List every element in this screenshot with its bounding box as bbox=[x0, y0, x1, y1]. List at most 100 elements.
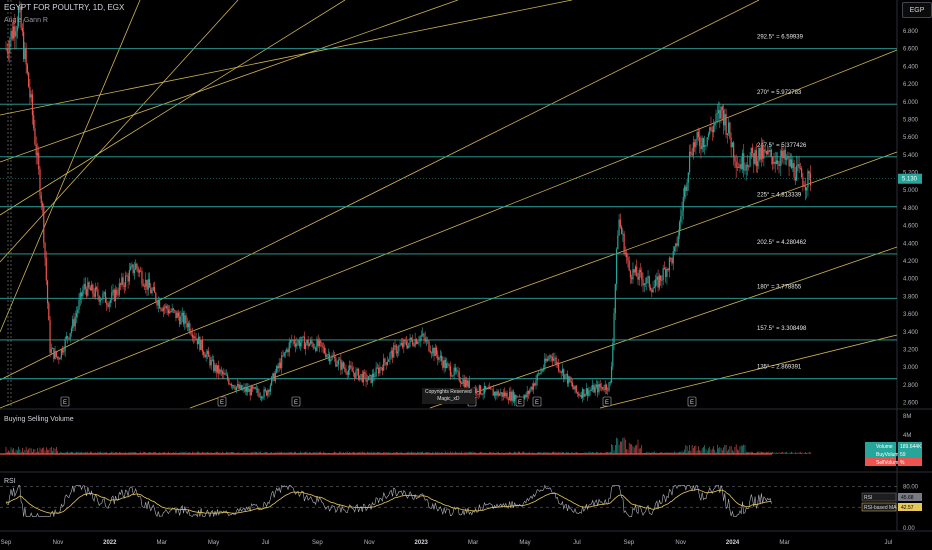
gann-fan-line bbox=[0, 49, 898, 409]
candle-body-down bbox=[433, 347, 435, 357]
candle-body-down bbox=[506, 392, 508, 400]
candle-body-down bbox=[160, 308, 162, 310]
rsi-legend-label: RSI-based MA bbox=[864, 505, 897, 511]
candle-body-down bbox=[507, 399, 509, 401]
candle-body-up bbox=[336, 364, 338, 367]
candle-body-up bbox=[677, 235, 679, 246]
candle-body-down bbox=[328, 354, 331, 362]
candle-body-down bbox=[569, 376, 571, 382]
candle-body-up bbox=[797, 164, 799, 166]
candle-body-down bbox=[224, 373, 226, 375]
candle-body-down bbox=[311, 340, 313, 344]
candle-body-down bbox=[481, 393, 483, 395]
candle-body-up bbox=[374, 376, 376, 378]
candle-body-down bbox=[560, 371, 562, 373]
candle-body-up bbox=[634, 266, 637, 273]
volume-legend-value-tag bbox=[898, 458, 922, 466]
candle-body-down bbox=[401, 342, 404, 348]
candle-body-up bbox=[305, 343, 307, 350]
candle-body-down bbox=[233, 385, 235, 388]
candle-body-down bbox=[430, 352, 433, 354]
symbol-title: EGYPT FOR POULTRY, 1D, EGX bbox=[4, 3, 125, 12]
candle-body-up bbox=[318, 340, 321, 347]
candle-body-down bbox=[437, 354, 439, 360]
volume-tick-label: 4M bbox=[903, 433, 911, 439]
currency-button[interactable]: EGP bbox=[902, 2, 932, 18]
candle-body-down bbox=[279, 362, 282, 368]
candle-body-down bbox=[725, 114, 727, 135]
candle-body-up bbox=[432, 347, 434, 354]
candle-body-down bbox=[428, 340, 430, 351]
candle-body-down bbox=[580, 394, 582, 398]
candle-body-down bbox=[257, 388, 259, 393]
price-tick-label: 5.000 bbox=[903, 188, 919, 194]
volume-legend-value-tag bbox=[898, 450, 922, 458]
candle-body-up bbox=[63, 350, 65, 353]
candle-body-down bbox=[746, 164, 749, 167]
candle-body-down bbox=[770, 149, 773, 157]
time-tick-label: 2023 bbox=[415, 540, 429, 546]
candle-body-up bbox=[330, 359, 332, 362]
candle-body-up bbox=[622, 233, 624, 235]
candle-body-down bbox=[753, 153, 755, 164]
price-tick-label: 4.600 bbox=[903, 224, 919, 230]
candle-body-up bbox=[546, 358, 548, 362]
candle-body-down bbox=[550, 355, 552, 357]
candle-body-down bbox=[252, 386, 254, 389]
candle-body-up bbox=[138, 270, 141, 273]
candle-body-down bbox=[759, 147, 761, 160]
candle-body-up bbox=[452, 375, 454, 377]
candle-body-down bbox=[637, 276, 639, 280]
candle-body-down bbox=[282, 355, 284, 357]
candle-body-up bbox=[102, 293, 104, 300]
candle-body-down bbox=[273, 373, 275, 381]
candle-body-down bbox=[671, 257, 673, 264]
gann-fan-line bbox=[429, 246, 898, 409]
candle-body-up bbox=[108, 302, 110, 307]
candle-body-down bbox=[137, 268, 139, 273]
candle-body-down bbox=[639, 269, 642, 273]
price-tick-label: 6.400 bbox=[903, 64, 919, 70]
candle-body-down bbox=[204, 354, 206, 358]
candle-body-down bbox=[738, 166, 740, 168]
candle-body-down bbox=[570, 381, 572, 383]
candle-body-down bbox=[449, 366, 451, 376]
candle-body-down bbox=[189, 323, 191, 333]
candle-body-up bbox=[94, 287, 96, 297]
time-tick-label: 2024 bbox=[726, 540, 740, 546]
candle-body-down bbox=[809, 173, 812, 186]
price-tick-label: 2.600 bbox=[903, 401, 919, 407]
candle-body-up bbox=[341, 362, 343, 370]
candle-body-up bbox=[232, 385, 234, 386]
candle-body-down bbox=[799, 168, 801, 169]
rsi-line bbox=[5, 484, 772, 518]
candle-body-up bbox=[439, 355, 441, 358]
candle-body-up bbox=[600, 386, 603, 388]
earnings-marker-label: E bbox=[690, 400, 694, 406]
candle-body-up bbox=[514, 394, 516, 402]
candle-body-up bbox=[769, 149, 771, 152]
candle-body-down bbox=[733, 142, 735, 158]
candle-body-up bbox=[656, 276, 658, 280]
candle-body-down bbox=[642, 279, 644, 286]
candle-body-down bbox=[244, 386, 246, 392]
candle-body-up bbox=[493, 392, 496, 396]
candle-body-down bbox=[190, 332, 192, 335]
candle-body-down bbox=[277, 366, 279, 369]
earnings-marker bbox=[687, 396, 697, 407]
candle-body-up bbox=[16, 26, 18, 32]
candle-body-down bbox=[694, 142, 696, 148]
watermark: Copyrights Reserved Magic_xD bbox=[422, 388, 475, 404]
candle-body-down bbox=[566, 373, 569, 384]
candle-body-up bbox=[511, 391, 513, 401]
candle-body-down bbox=[136, 263, 138, 269]
gann-fan-line bbox=[0, 0, 239, 263]
rsi-pane-title: RSI bbox=[4, 478, 16, 485]
candle-body-down bbox=[459, 380, 462, 383]
candle-body-up bbox=[704, 145, 706, 148]
rsi-value-label: 45.68 bbox=[901, 495, 914, 501]
candle-body-up bbox=[789, 159, 791, 167]
candle-body-down bbox=[209, 356, 211, 366]
